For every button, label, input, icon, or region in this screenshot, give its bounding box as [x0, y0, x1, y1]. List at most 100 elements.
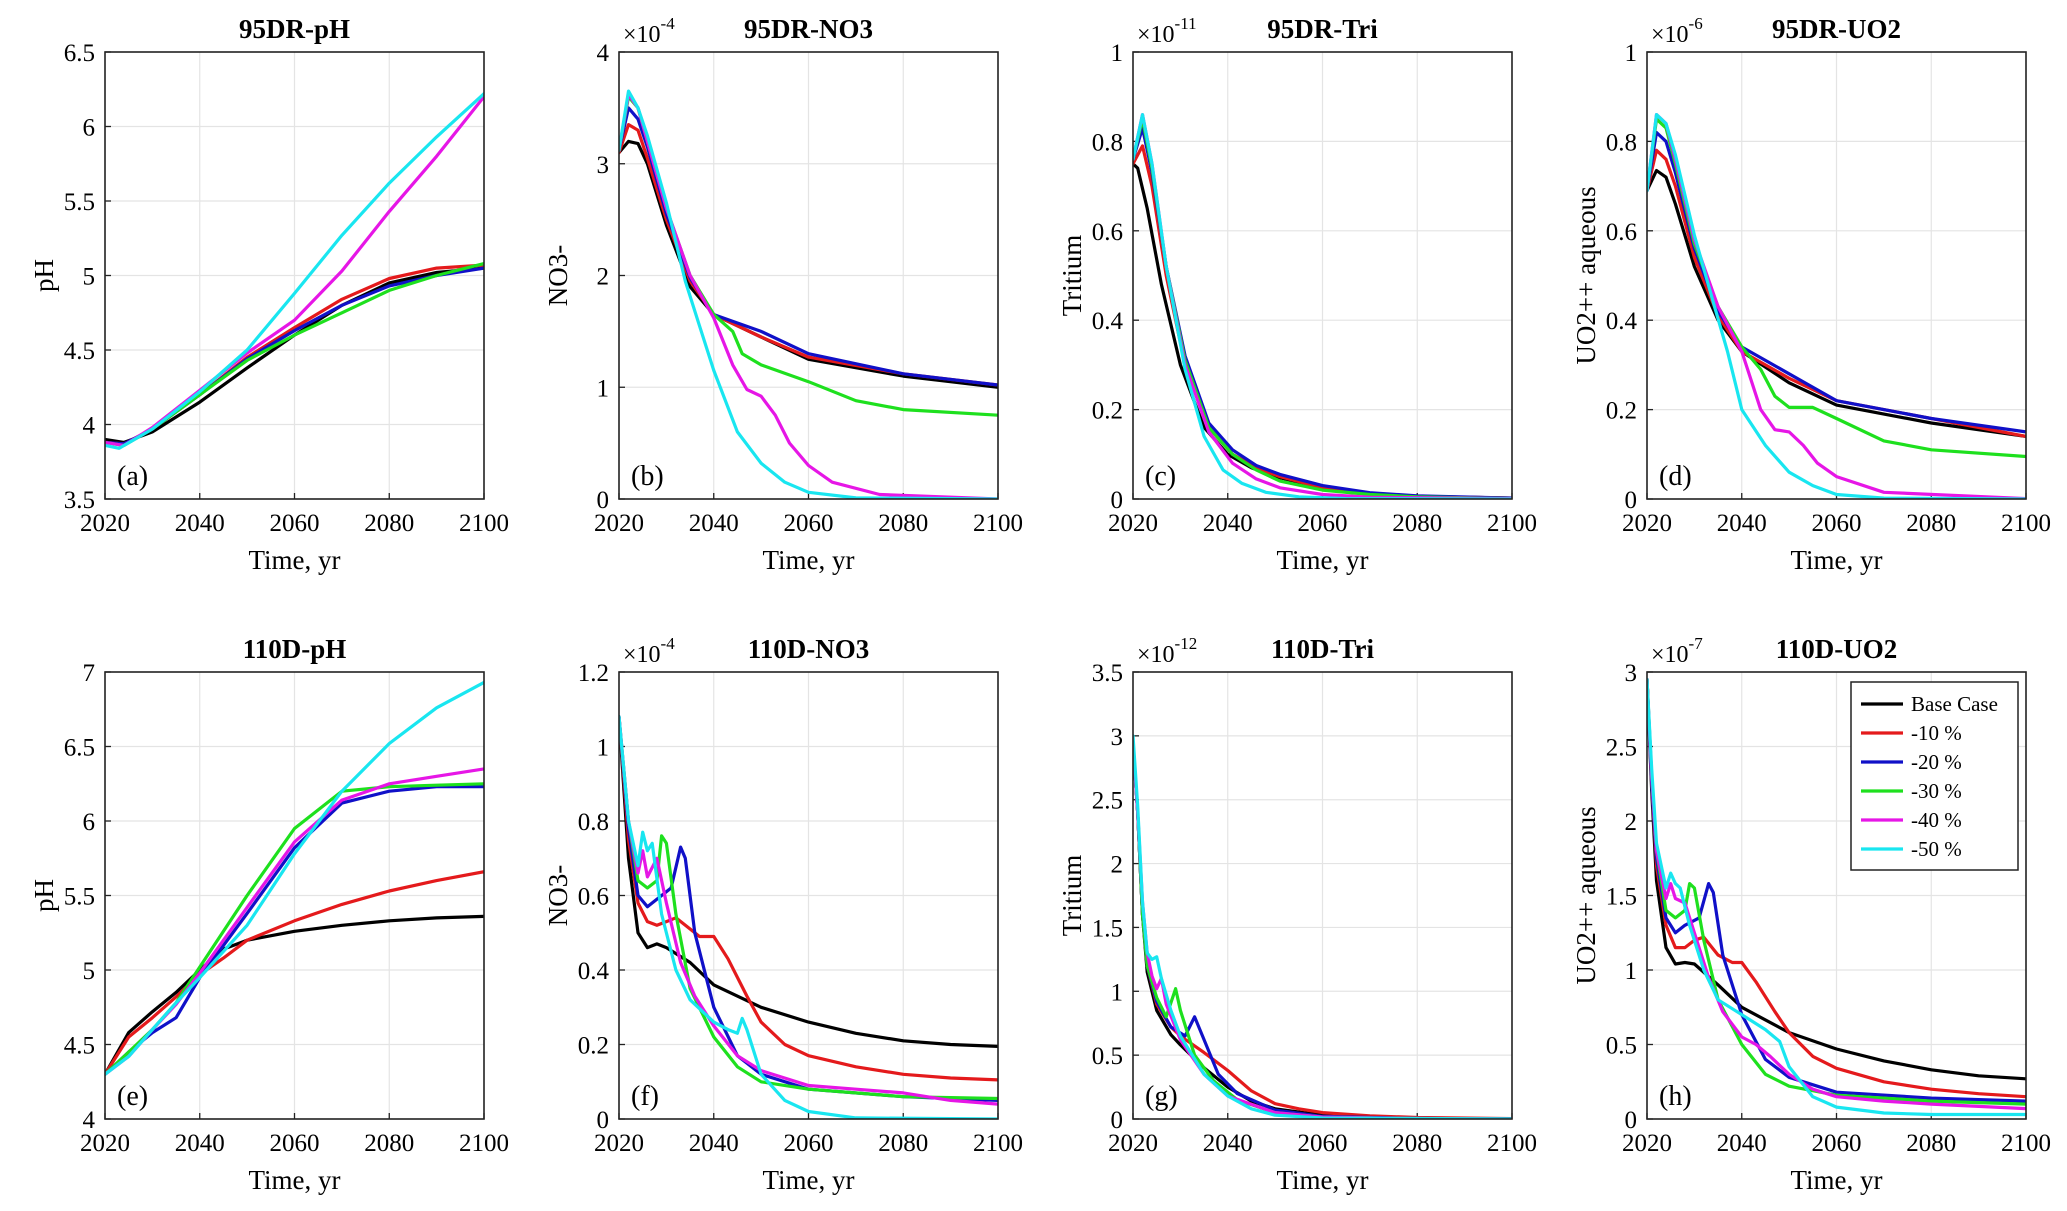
y-tick-label: 0.4 [1092, 308, 1124, 335]
y-tick-label: 1 [1625, 958, 1638, 985]
x-tick-label: 2020 [80, 1130, 130, 1157]
series-line-40pct [619, 715, 998, 1106]
series-line-50pct [105, 680, 484, 1076]
series-group [1647, 677, 2026, 1117]
y-axis-label: NO3- [543, 245, 573, 307]
series-line-base-case [105, 914, 484, 1076]
series-line-base-case [619, 715, 998, 1048]
x-tick-label: 2040 [1203, 510, 1253, 537]
y-tick-label: 5.5 [64, 884, 95, 911]
y-tick-label: 1 [1111, 40, 1124, 67]
y-tick-label: 0.6 [578, 884, 609, 911]
y-tick-label: 2 [597, 264, 610, 291]
panel-title: 110D-pH [243, 634, 347, 664]
panel-title: 110D-UO2 [1776, 634, 1898, 664]
y-tick-label: 0.6 [1606, 219, 1637, 246]
legend-entry: -50 % [1911, 837, 1962, 861]
series-group [619, 715, 998, 1119]
series-line-30pct [619, 715, 998, 1101]
x-tick-label: 2040 [689, 510, 739, 537]
x-axis-label: Time, yr [762, 1165, 854, 1195]
x-tick-label: 2100 [459, 1130, 509, 1157]
plot-frame [618, 671, 999, 1120]
panel-b: 2020 2040 2060 2080 2100 0 1 2 3 4 95DR-NO3 ×10-4 Ti… [543, 14, 1023, 575]
x-tick-label: 2060 [1812, 1130, 1862, 1157]
y-tick-label: 4.5 [64, 338, 95, 365]
x-tick-label: 2100 [2001, 510, 2051, 537]
axis-multiplier-exponent: -4 [661, 634, 676, 653]
y-tick-label: 3 [1625, 660, 1638, 687]
x-axis-label: Time, yr [1790, 1165, 1882, 1195]
x-tick-label: 2060 [1298, 510, 1348, 537]
y-tick-label: 0 [597, 1107, 610, 1134]
x-tick-label: 2040 [175, 510, 225, 537]
y-tick-label: 4 [83, 1107, 96, 1134]
y-tick-label: 7 [83, 660, 96, 687]
y-tick-label: 0.8 [1092, 129, 1123, 156]
panel-c: 2020 2040 2060 2080 2100 0 0.2 0.4 0.6 0.8 1 95DR-T… [1057, 14, 1537, 575]
x-tick-label: 2060 [1812, 510, 1862, 537]
y-tick-label: 0.5 [1092, 1043, 1123, 1070]
y-tick-label: 6.5 [64, 735, 95, 762]
panel-label: (g) [1145, 1081, 1178, 1112]
series-line-50pct [1133, 734, 1512, 1119]
x-tick-label: 2060 [1298, 1130, 1348, 1157]
legend-entry: -40 % [1911, 808, 1962, 832]
axis-multiplier-exponent: -4 [661, 14, 676, 33]
x-tick-label: 2040 [1717, 1130, 1767, 1157]
y-axis-label: Tritium [1057, 235, 1087, 317]
panel-title: 110D-NO3 [748, 634, 870, 664]
panel-e: 2020 2040 2060 2080 2100 4 4.5 5 5.5 6 6.5 7 110D-pH… [29, 634, 509, 1195]
x-tick-label: 2040 [1203, 1130, 1253, 1157]
series-line-50pct [619, 89, 998, 499]
series-line-10pct [1647, 677, 2026, 1099]
series-line-40pct [1647, 677, 2026, 1111]
x-tick-label: 2060 [270, 510, 320, 537]
series-line-50pct [619, 715, 998, 1119]
y-tick-label: 4.5 [64, 1033, 95, 1060]
x-tick-label: 2020 [1622, 1130, 1672, 1157]
plot-frame [1132, 671, 1513, 1120]
y-tick-label: 6.5 [64, 40, 95, 67]
x-tick-label: 2080 [364, 510, 414, 537]
x-tick-label: 2080 [1392, 510, 1442, 537]
panel-f: 2020 2040 2060 2080 2100 0 0.2 0.4 0.6 0.8 1 1.2 110… [543, 634, 1023, 1195]
x-axis-label: Time, yr [1276, 1165, 1368, 1195]
x-axis-label: Time, yr [248, 545, 340, 575]
y-tick-label: 2 [1111, 852, 1124, 879]
panel-h: 2020 2040 2060 2080 2100 0 0.5 1 1.5 2 2.5 3 110D-UO… [1571, 634, 2051, 1195]
x-axis-label: Time, yr [762, 545, 854, 575]
axis-multiplier: ×10-11 [1137, 14, 1197, 48]
series-group [619, 89, 998, 499]
y-axis-label: Tritium [1057, 855, 1087, 937]
panel-title: 95DR-UO2 [1772, 14, 1901, 44]
y-tick-label: 1.2 [578, 660, 609, 687]
x-tick-label: 2040 [689, 1130, 739, 1157]
y-tick-label: 0.2 [1606, 398, 1637, 425]
panel-label: (a) [117, 461, 148, 492]
y-tick-label: 3 [1111, 724, 1124, 751]
axis-multiplier-exponent: -12 [1175, 634, 1198, 653]
x-tick-label: 2100 [459, 510, 509, 537]
x-tick-label: 2020 [80, 510, 130, 537]
series-line-50pct [1647, 677, 2026, 1117]
legend-entry: -30 % [1911, 779, 1962, 803]
x-tick-label: 2020 [1108, 510, 1158, 537]
y-tick-label: 3.5 [1092, 660, 1123, 687]
x-axis-label: Time, yr [1790, 545, 1882, 575]
axis-multiplier: ×10-4 [623, 634, 675, 668]
y-tick-label: 4 [83, 413, 96, 440]
axis-multiplier: ×10-6 [1651, 14, 1703, 48]
panel-label: (h) [1659, 1081, 1692, 1112]
x-tick-label: 2020 [1622, 510, 1672, 537]
panel-title: 95DR-Tri [1267, 14, 1378, 44]
series-line-base-case [1647, 677, 2026, 1081]
y-tick-label: 1 [597, 375, 610, 402]
y-tick-label: 1 [597, 735, 610, 762]
y-tick-label: 0.6 [1092, 219, 1123, 246]
y-tick-label: 1.5 [1606, 884, 1637, 911]
y-tick-label: 0.4 [578, 958, 610, 985]
legend-box [1850, 681, 2019, 871]
legend-entry: -10 % [1911, 721, 1962, 745]
series-group [1133, 113, 1512, 499]
